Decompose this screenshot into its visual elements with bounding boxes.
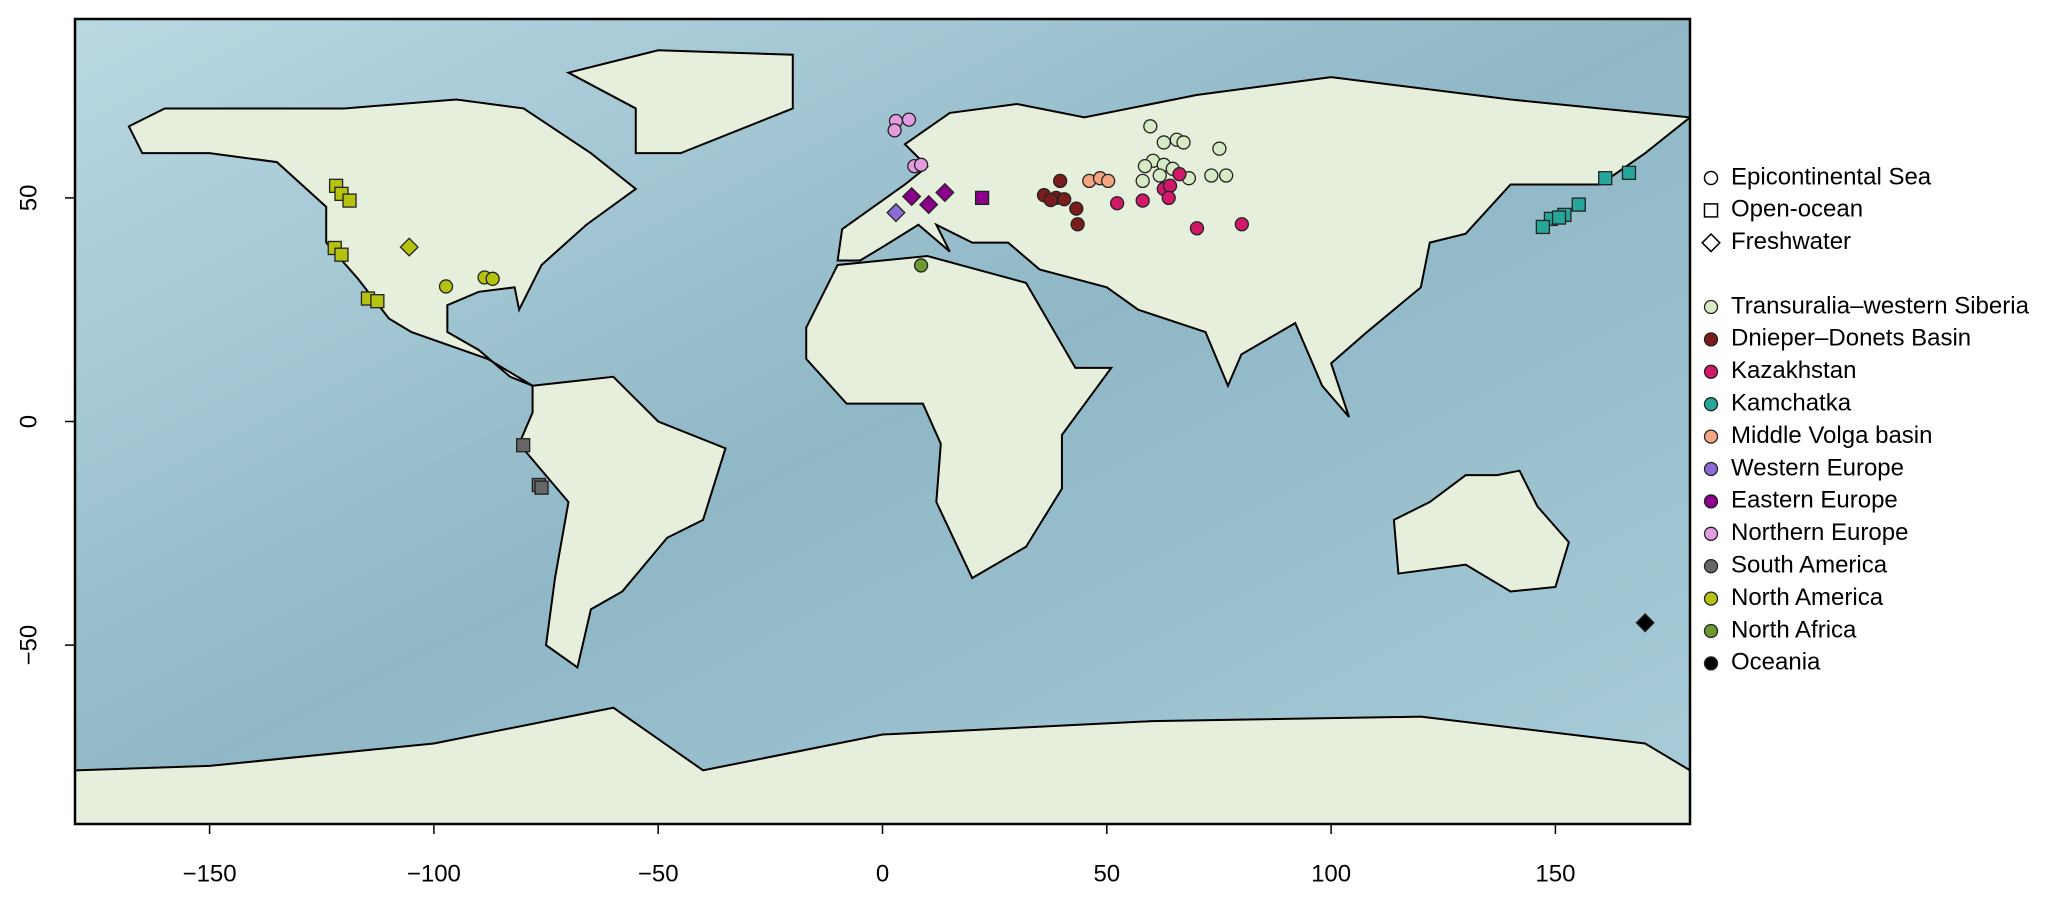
circle-marker: [1057, 192, 1072, 207]
diamond-marker: [935, 182, 955, 203]
legend-label: Transuralia–western Siberia: [1731, 292, 2030, 319]
landmass: [75, 706, 1690, 824]
legend-label: Western Europe: [1731, 454, 1904, 481]
legend-label: North Africa: [1731, 616, 1857, 643]
legend-label: Open-ocean: [1731, 196, 1863, 223]
x-tick-label: 50: [1093, 860, 1120, 887]
square-marker: [1535, 219, 1551, 235]
diamond-marker: [886, 202, 906, 223]
y-tick-label: −50: [15, 625, 42, 666]
circle-marker: [1703, 429, 1719, 444]
circle-marker: [1204, 168, 1219, 183]
circle-marker: [1172, 167, 1187, 182]
diamond-marker: [399, 237, 419, 257]
circle-marker: [1703, 299, 1719, 315]
landmass: [805, 255, 1114, 580]
diamond-marker: [1701, 232, 1721, 253]
legend-label: Middle Volga basin: [1731, 422, 1932, 449]
circle-marker: [1218, 168, 1234, 183]
circle-marker: [1703, 170, 1719, 186]
circle-marker: [1703, 591, 1719, 606]
legend-label: Kamchatka: [1731, 390, 1852, 417]
circle-marker: [438, 279, 454, 294]
circle-marker: [1101, 173, 1116, 189]
circle-marker: [1043, 192, 1058, 208]
legend-label: Oceania: [1731, 649, 1821, 676]
circle-marker: [1109, 196, 1125, 211]
legend-label: Kazakhstan: [1731, 357, 1856, 384]
circle-marker: [1135, 173, 1150, 189]
landmass: [565, 49, 794, 155]
y-tick-label: 0: [15, 415, 42, 428]
landmass: [127, 98, 638, 387]
circle-marker: [1053, 173, 1068, 189]
legend-label: Epicontinental Sea: [1731, 163, 1932, 190]
circle-marker: [1152, 168, 1167, 183]
square-marker: [1703, 203, 1719, 218]
points: [327, 112, 1655, 633]
circle-marker: [1137, 158, 1153, 174]
circle-marker: [1143, 119, 1158, 134]
circle-marker: [1069, 201, 1084, 216]
circle-marker: [887, 123, 902, 138]
square-marker: [516, 438, 531, 453]
circle-marker: [1162, 178, 1178, 193]
circle-marker: [1156, 135, 1171, 150]
square-marker: [1571, 197, 1586, 212]
circle-marker: [1161, 190, 1176, 206]
circle-marker: [1703, 461, 1719, 477]
circle-marker: [1212, 141, 1227, 156]
landmass: [517, 375, 727, 670]
circle-marker: [485, 271, 500, 286]
square-marker: [974, 190, 990, 206]
land: [75, 49, 1690, 824]
circle-marker: [1176, 135, 1191, 150]
square-marker: [1551, 210, 1567, 225]
square-marker: [342, 193, 357, 208]
diamond-marker: [901, 186, 922, 207]
circle-marker: [1135, 193, 1150, 208]
square-marker: [1598, 171, 1613, 186]
x-tick-label: −100: [407, 860, 461, 887]
circle-marker: [1070, 217, 1085, 232]
legend-label: North America: [1731, 584, 1884, 611]
circle-marker: [913, 157, 929, 172]
square-marker: [334, 247, 349, 262]
x-tick-label: −50: [638, 860, 679, 887]
circle-marker: [1189, 221, 1205, 236]
legend-label: Eastern Europe: [1731, 487, 1898, 514]
square-marker: [534, 480, 549, 495]
circle-marker: [1703, 332, 1719, 347]
circle-marker: [1703, 364, 1719, 379]
legend-label: Northern Europe: [1731, 519, 1908, 546]
circle-marker: [1703, 526, 1719, 541]
circle-marker: [1703, 397, 1719, 412]
circle-marker: [901, 112, 917, 127]
square-marker: [1621, 165, 1637, 180]
landmass: [1392, 469, 1570, 593]
legend-label: Freshwater: [1731, 228, 1851, 255]
y-tick-label: 50: [15, 185, 42, 212]
landmass: [836, 76, 1690, 418]
diamond-marker: [1635, 613, 1655, 633]
x-tick-label: 0: [876, 860, 889, 887]
diamond-marker: [919, 194, 939, 215]
circle-marker: [1703, 656, 1719, 671]
circle-marker: [1234, 217, 1249, 232]
circle-marker: [913, 258, 929, 273]
circle-marker: [1703, 623, 1719, 639]
legend-label: South America: [1731, 552, 1888, 579]
x-tick-label: −150: [183, 860, 237, 887]
circle-marker: [1703, 559, 1719, 574]
square-marker: [370, 294, 385, 309]
x-tick-label: 150: [1535, 860, 1575, 887]
x-tick-label: 100: [1311, 860, 1351, 887]
circle-marker: [1703, 494, 1719, 509]
legend-label: Dnieper–Donets Basin: [1731, 325, 1971, 352]
